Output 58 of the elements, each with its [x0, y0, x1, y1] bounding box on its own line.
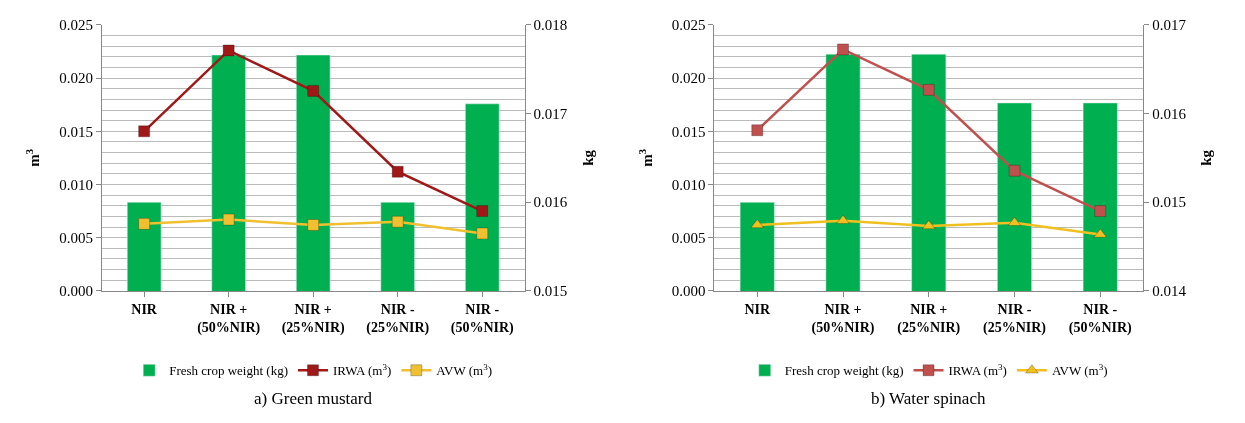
- y2-tick-label: 0.017: [533, 105, 568, 122]
- y-tick-label: 0.025: [671, 17, 706, 34]
- legend-label: AVW (m$^{3}$): [1051, 361, 1108, 379]
- point: [222, 44, 235, 57]
- point: [391, 215, 404, 228]
- point: [476, 227, 489, 240]
- y2-tick-label: 0.016: [1152, 105, 1187, 122]
- y-tick-label: 0.015: [671, 123, 706, 140]
- point: [391, 165, 404, 178]
- point: [922, 83, 935, 96]
- point: [1008, 164, 1021, 177]
- y-tick-label: 0.010: [59, 176, 93, 193]
- y-tick-label: 0.020: [671, 70, 706, 87]
- point: [222, 213, 235, 226]
- x-tick-label: NIR: [131, 301, 158, 317]
- x-tick-label: NIR - (25%NIR): [366, 301, 430, 336]
- point: [138, 217, 151, 230]
- y-tick-label: 0.000: [671, 283, 706, 300]
- y-tick-label: 0.020: [59, 70, 93, 87]
- y-tick-label: 0.005: [671, 229, 706, 246]
- point: [307, 218, 320, 231]
- y2-tick-label: 0.015: [1152, 194, 1186, 211]
- legend-label: IRWA (m$^{3}$): [332, 361, 392, 379]
- point: [138, 125, 151, 138]
- y2-axis-title: kg: [579, 149, 596, 166]
- y-tick-label: 0.010: [671, 176, 706, 193]
- point: [476, 205, 489, 218]
- x-tick-label: NIR - (50%NIR): [450, 301, 515, 336]
- point: [750, 218, 765, 229]
- text: b) Water spinach: [871, 389, 986, 408]
- x-tick-label: NIR - (50%NIR): [1068, 301, 1133, 336]
- y2-tick-label: 0.017: [1152, 17, 1187, 34]
- point: [1007, 216, 1022, 227]
- text: a) Green mustard: [254, 389, 373, 408]
- legend-label: Fresh crop weight (kg): [784, 363, 904, 379]
- y2-tick-label: 0.014: [1152, 283, 1187, 300]
- y2-tick-label: 0.018: [533, 17, 568, 34]
- y-tick-label: 0.015: [59, 123, 93, 140]
- y-tick-label: 0.025: [59, 17, 93, 34]
- x-tick-label: NIR + (25%NIR): [281, 301, 346, 336]
- point: [307, 84, 320, 97]
- point: [1094, 205, 1107, 218]
- x-tick-label: NIR: [744, 301, 771, 317]
- point: [836, 214, 850, 224]
- y2-tick-label: 0.016: [533, 194, 568, 211]
- legend-label: Fresh crop weight (kg): [169, 363, 288, 379]
- legend-label: AVW (m$^{3}$): [436, 361, 493, 379]
- point: [751, 124, 764, 137]
- y2-axis-title: kg: [1198, 149, 1215, 166]
- x-tick-label: NIR + (25%NIR): [897, 301, 961, 336]
- x-tick-label: NIR + (50%NIR): [197, 301, 261, 336]
- y-tick-label: 0.000: [59, 283, 93, 300]
- legend-label: IRWA (m$^{3}$): [948, 361, 1007, 379]
- x-tick-label: NIR - (25%NIR): [983, 301, 1047, 336]
- x-tick-label: NIR + (50%NIR): [811, 301, 875, 336]
- point: [837, 43, 850, 56]
- y2-tick-label: 0.015: [533, 283, 568, 300]
- y-tick-label: 0.005: [59, 229, 93, 246]
